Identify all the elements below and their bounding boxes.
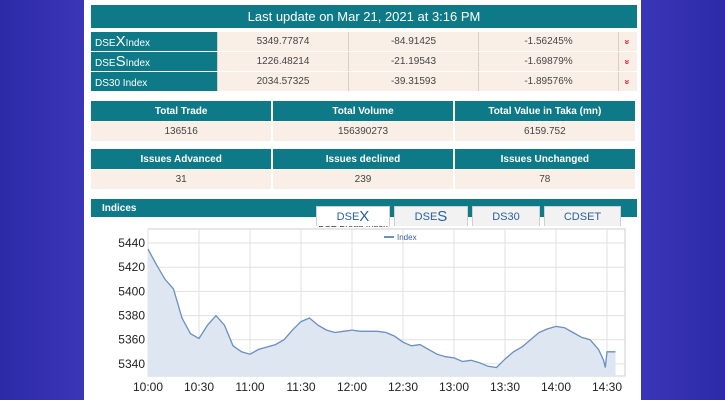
issues-advanced-value: 31 (91, 169, 272, 189)
index-name-dsex[interactable]: DSE X Index (91, 32, 217, 51)
total-value-header: Total Value in Taka (mn) (454, 101, 635, 121)
total-volume-value: 156390273 (273, 121, 453, 141)
index-value: 2034.57325 (217, 72, 348, 91)
index-change: -84.91425 (348, 32, 478, 51)
index-row-dses[interactable]: DSE S Index 1226.48214 -21.19543 -1.69879… (91, 52, 637, 71)
legend-label: Index (397, 233, 417, 242)
tab-label: DSE (336, 210, 360, 223)
y-tick-label: 5360 (118, 333, 145, 347)
issues-unchanged-value: 78 (454, 169, 635, 189)
down-arrow-icon: » (618, 32, 637, 51)
index-name-prefix: DSE (95, 38, 116, 49)
down-arrow-glyph: » (622, 38, 633, 45)
issues-summary-table: Issues Advanced Issues declined Issues U… (91, 149, 637, 189)
x-tick-label: 13:30 (490, 380, 520, 394)
x-tick-label: 14:30 (592, 380, 622, 394)
index-chart-svg: 5440 5420 5400 5380 5360 5340 10:00 10:30 11:00 1… (118, 219, 626, 394)
down-arrow-icon: » (618, 52, 637, 71)
index-change: -21.19543 (348, 52, 478, 71)
index-name-ds30[interactable]: DS30 Index (91, 72, 217, 91)
index-row-dsex[interactable]: DSE X Index 5349.77874 -84.91425 -1.56245… (91, 32, 637, 51)
index-summary-table: DSE X Index 5349.77874 -84.91425 -1.56245… (91, 32, 637, 92)
y-tick-label: 5380 (118, 309, 145, 323)
index-name-letter: S (115, 53, 126, 70)
series-line (147, 248, 616, 369)
index-change: -39.31593 (348, 72, 478, 91)
issues-advanced-header: Issues Advanced (91, 149, 272, 169)
index-value: 5349.77874 (217, 32, 348, 51)
trade-summary-table: Total Trade Total Volume Total Value in … (91, 101, 637, 141)
index-change-pct: -1.56245% (478, 32, 618, 51)
tab-label: CDSET (563, 210, 602, 223)
index-name-dses[interactable]: DSE S Index (91, 52, 217, 71)
index-name-suffix: Index (125, 58, 151, 69)
index-name-suffix: Index (125, 38, 151, 49)
x-tick-label: 11:00 (235, 380, 264, 394)
total-volume-header: Total Volume (273, 101, 453, 121)
index-name-prefix: DSE (95, 58, 116, 69)
y-tick-label: 5340 (118, 357, 145, 371)
index-row-ds30[interactable]: DS30 Index 2034.57325 -39.31593 -1.89576… (91, 72, 637, 91)
last-update-banner: Last update on Mar 21, 2021 at 3:16 PM (91, 5, 637, 28)
y-tick-label: 5400 (118, 284, 145, 298)
x-tick-label: 12:30 (388, 380, 418, 394)
issues-declined-header: Issues declined (273, 149, 453, 169)
issues-declined-value: 239 (273, 169, 453, 189)
x-tick-label: 11:30 (286, 380, 315, 394)
index-name-prefix: DS30 Index (95, 78, 148, 89)
x-tick-label: 13:00 (439, 380, 469, 394)
x-tick-label: 10:00 (133, 380, 163, 394)
y-tick-label: 5420 (118, 260, 145, 274)
tab-label: DSE (414, 210, 438, 223)
tab-label: DS30 (492, 210, 520, 223)
down-arrow-glyph: » (622, 78, 633, 85)
index-change-pct: -1.89576% (478, 72, 618, 91)
x-tick-label: 10:30 (184, 380, 214, 394)
tab-label-letter: S (437, 207, 448, 225)
tab-label-letter: X (359, 207, 370, 225)
tab-ds30[interactable]: DS30 (472, 206, 540, 226)
index-name-letter: X (115, 33, 126, 50)
x-tick-label: 12:00 (337, 380, 367, 394)
total-value-value: 6159.752 (454, 121, 635, 141)
total-trade-header: Total Trade (91, 101, 272, 121)
total-trade-value: 136516 (91, 121, 272, 141)
index-chart: 5440 5420 5400 5380 5360 5340 10:00 10:30 11:00 1… (91, 217, 637, 400)
x-tick-label: 14:00 (541, 380, 571, 394)
series-area (148, 249, 616, 376)
y-tick-label: 5440 (118, 236, 145, 250)
tab-cdset[interactable]: CDSET (544, 206, 621, 226)
down-arrow-glyph: » (622, 58, 633, 65)
issues-unchanged-header: Issues Unchanged (454, 149, 635, 169)
index-value: 1226.48214 (217, 52, 348, 71)
tab-dsex[interactable]: DSE X (316, 206, 390, 226)
down-arrow-icon: » (618, 72, 637, 91)
tab-dses[interactable]: DSE S (394, 206, 468, 226)
index-change-pct: -1.69879% (478, 52, 618, 71)
